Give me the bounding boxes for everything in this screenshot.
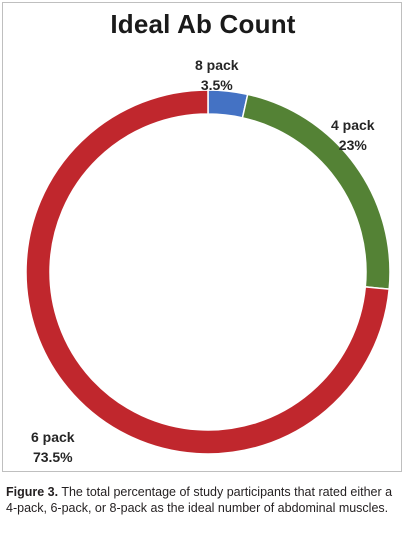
caption-text: The total percentage of study participan…	[6, 485, 393, 515]
data-label-8-pack: 8 pack 3.5%	[195, 55, 239, 95]
data-label-category: 8 pack	[195, 57, 239, 73]
donut-chart	[25, 89, 391, 455]
data-label-category: 6 pack	[31, 429, 75, 445]
figure-number: Figure 3.	[6, 485, 59, 499]
data-label-category: 4 pack	[331, 117, 375, 133]
data-label-6-pack: 6 pack 73.5%	[31, 427, 75, 467]
chart-title: Ideal Ab Count	[110, 9, 296, 39]
data-label-value: 3.5%	[200, 77, 233, 93]
data-label-value: 73.5%	[32, 449, 73, 465]
chart-frame: Ideal Ab Count 8 pack 3.5% 4 pack 23% 6 pack…	[2, 2, 402, 472]
slice-6-pack	[25, 89, 391, 455]
figure-caption: Figure 3. The total percentage of study …	[6, 484, 402, 516]
data-label-4-pack: 4 pack 23%	[331, 115, 375, 155]
data-label-value: 23%	[338, 137, 367, 153]
